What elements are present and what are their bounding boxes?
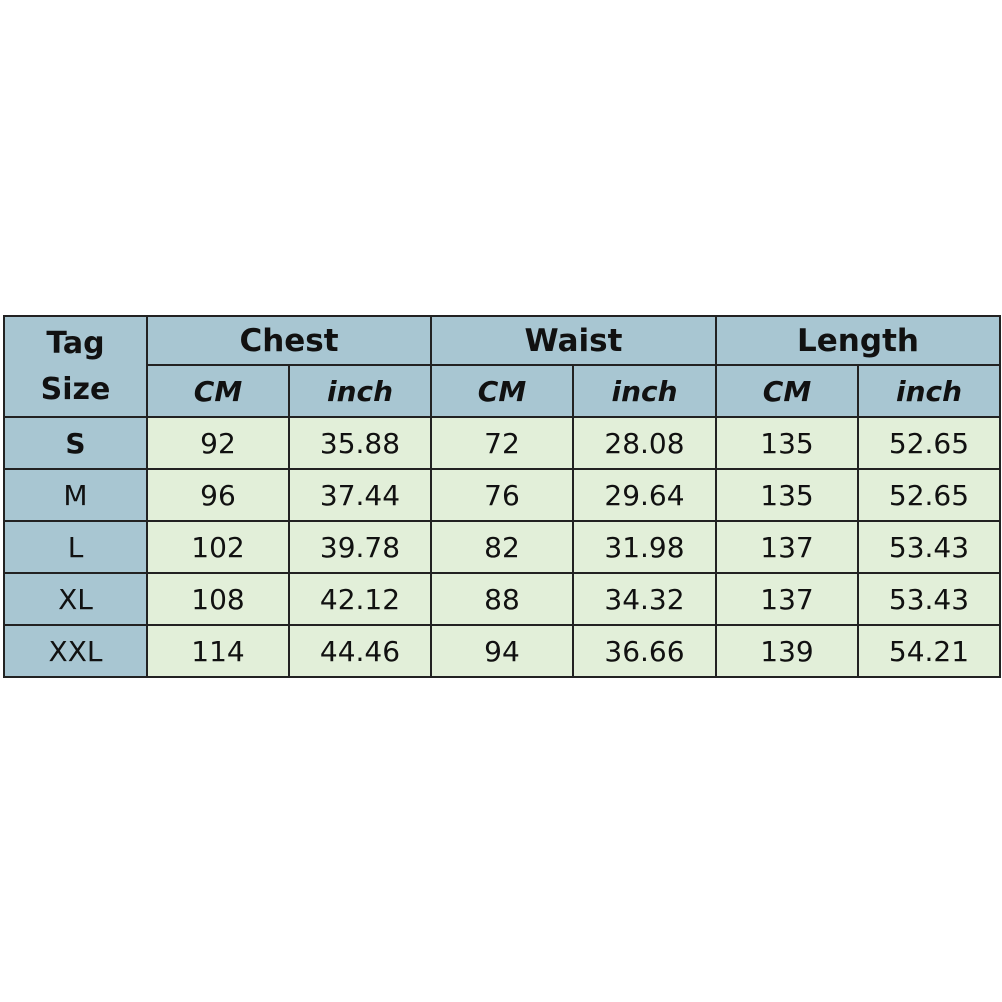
group-header: Waist: [430, 315, 717, 366]
value-cell: 72: [430, 416, 574, 470]
value-cell: 42.12: [288, 572, 432, 626]
value-cell: 82: [430, 520, 574, 574]
value-cell: 52.65: [857, 416, 1001, 470]
size-cell: M: [3, 468, 148, 522]
header-row: Tag Size Chest Waist Length: [3, 315, 1001, 418]
size-cell: XXL: [3, 624, 148, 678]
value-cell: 53.43: [857, 520, 1001, 574]
value-cell: 44.46: [288, 624, 432, 678]
data-row: XL 108 42.12 88 34.32 137 53.43: [3, 572, 1001, 626]
value-cell: 31.98: [572, 520, 717, 574]
unit-header: inch: [857, 364, 1001, 418]
value-cell: 35.88: [288, 416, 432, 470]
value-cell: 108: [146, 572, 290, 626]
data-row: XXL 114 44.46 94 36.66 139 54.21: [3, 624, 1001, 678]
unit-header: inch: [288, 364, 432, 418]
unit-header: CM: [430, 364, 574, 418]
corner-label: Tag Size: [40, 325, 111, 407]
value-cell: 54.21: [857, 624, 1001, 678]
value-cell: 28.08: [572, 416, 717, 470]
value-cell: 36.66: [572, 624, 717, 678]
data-row: M 96 37.44 76 29.64 135 52.65: [3, 468, 1001, 522]
value-cell: 94: [430, 624, 574, 678]
value-cell: 135: [715, 468, 859, 522]
size-table: Tag Size Chest Waist Length CM inch CM inch CM in…: [3, 315, 1001, 678]
value-cell: 139: [715, 624, 859, 678]
group-header: Chest: [146, 315, 432, 366]
value-cell: 88: [430, 572, 574, 626]
value-cell: 114: [146, 624, 290, 678]
unit-header: inch: [572, 364, 717, 418]
value-cell: 96: [146, 468, 290, 522]
unit-header: CM: [146, 364, 290, 418]
unit-header: CM: [715, 364, 859, 418]
data-row: L 102 39.78 82 31.98 137 53.43: [3, 520, 1001, 574]
group-header: Length: [715, 315, 1001, 366]
size-cell: XL: [3, 572, 148, 626]
value-cell: 137: [715, 572, 859, 626]
size-cell: S: [3, 416, 148, 470]
corner-cell: Tag Size: [3, 315, 148, 418]
value-cell: 92: [146, 416, 290, 470]
value-cell: 34.32: [572, 572, 717, 626]
value-cell: 135: [715, 416, 859, 470]
value-cell: 29.64: [572, 468, 717, 522]
size-cell: L: [3, 520, 148, 574]
value-cell: 137: [715, 520, 859, 574]
value-cell: 102: [146, 520, 290, 574]
value-cell: 37.44: [288, 468, 432, 522]
value-cell: 39.78: [288, 520, 432, 574]
table-body: Tag Size Chest Waist Length CM inch CM inch CM in…: [3, 315, 1001, 678]
value-cell: 52.65: [857, 468, 1001, 522]
value-cell: 76: [430, 468, 574, 522]
unit-row: CM inch CM inch CM inch: [4, 364, 1001, 418]
data-row: S 92 35.88 72 28.08 135 52.65: [3, 416, 1001, 470]
value-cell: 53.43: [857, 572, 1001, 626]
